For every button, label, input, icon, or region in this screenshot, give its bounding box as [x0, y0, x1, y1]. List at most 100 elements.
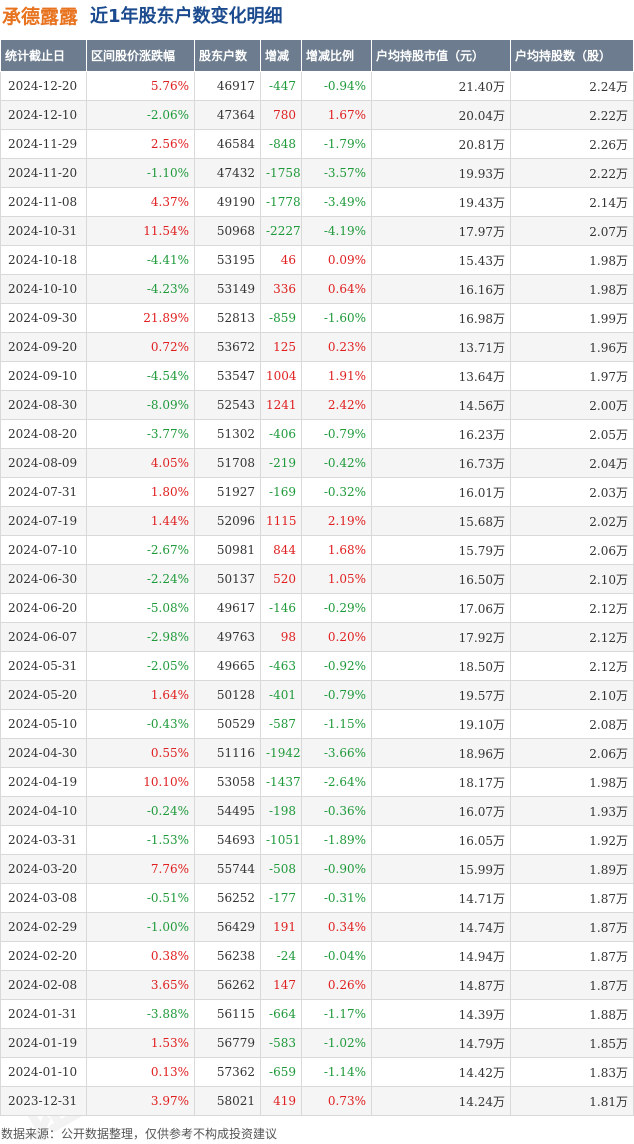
- cell-change-pct: -1.89%: [301, 825, 372, 855]
- cell-change: -859: [260, 303, 302, 333]
- cell-change-pct: -0.79%: [301, 419, 372, 449]
- cell-change: 191: [260, 912, 302, 942]
- cell-price-change: 0.55%: [86, 738, 195, 768]
- table-row: 2024-02-08 3.65% 56262 147 0.26% 14.87万 1.87万: [0, 970, 634, 1000]
- table-row: 2024-10-10 -4.23% 53149 336 0.64% 16.16万 1.98万: [0, 274, 634, 304]
- table-row: 2024-11-29 2.56% 46584 -848 -1.79% 20.81万 2.26…: [0, 129, 634, 159]
- cell-change-pct: 1.05%: [301, 564, 372, 594]
- cell-change: -169: [260, 477, 302, 507]
- cell-holders: 55744: [194, 854, 261, 884]
- cell-date: 2024-02-08: [0, 970, 87, 1000]
- cell-holders: 49763: [194, 622, 261, 652]
- cell-price-change: -2.06%: [86, 100, 195, 130]
- cell-avg-value: 14.87万: [371, 970, 511, 1000]
- cell-change: -1437: [260, 767, 302, 797]
- cell-change-pct: -1.60%: [301, 303, 372, 333]
- cell-price-change: -0.43%: [86, 709, 195, 739]
- cell-holders: 53672: [194, 332, 261, 362]
- cell-avg-shares: 1.96万: [510, 332, 634, 362]
- table-header-row: 统计截止日 区间股价涨跌幅 股东户数 增减 增减比例 户均持股市值（元） 户均持…: [0, 39, 634, 72]
- cell-holders: 54693: [194, 825, 261, 855]
- cell-change: -583: [260, 1028, 302, 1058]
- cell-avg-value: 20.04万: [371, 100, 511, 130]
- cell-date: 2024-10-10: [0, 274, 87, 304]
- cell-change-pct: -0.31%: [301, 883, 372, 913]
- cell-avg-shares: 2.12万: [510, 593, 634, 623]
- cell-price-change: -2.24%: [86, 564, 195, 594]
- cell-date: 2024-10-31: [0, 216, 87, 246]
- cell-change: 844: [260, 535, 302, 565]
- cell-date: 2024-05-10: [0, 709, 87, 739]
- table-row: 2024-01-19 1.53% 56779 -583 -1.02% 14.79万 1.85…: [0, 1028, 634, 1058]
- cell-date: 2024-01-10: [0, 1057, 87, 1087]
- cell-price-change: -0.51%: [86, 883, 195, 913]
- cell-date: 2024-03-31: [0, 825, 87, 855]
- cell-avg-shares: 2.06万: [510, 535, 634, 565]
- cell-holders: 51927: [194, 477, 261, 507]
- cell-avg-shares: 2.22万: [510, 100, 634, 130]
- cell-holders: 53195: [194, 245, 261, 275]
- cell-change-pct: -0.36%: [301, 796, 372, 826]
- cell-price-change: -5.08%: [86, 593, 195, 623]
- cell-holders: 49190: [194, 187, 261, 217]
- table-body: 2024-12-20 5.76% 46917 -447 -0.94% 21.40万 2.24…: [0, 71, 634, 1116]
- cell-change: -664: [260, 999, 302, 1029]
- cell-holders: 50968: [194, 216, 261, 246]
- cell-change: -198: [260, 796, 302, 826]
- cell-price-change: 21.89%: [86, 303, 195, 333]
- cell-holders: 51302: [194, 419, 261, 449]
- cell-avg-value: 15.43万: [371, 245, 511, 275]
- cell-avg-shares: 1.81万: [510, 1086, 634, 1116]
- cell-holders: 56252: [194, 883, 261, 913]
- cell-date: 2024-11-08: [0, 187, 87, 217]
- cell-avg-shares: 2.00万: [510, 390, 634, 420]
- cell-change-pct: -0.79%: [301, 680, 372, 710]
- table-row: 2024-09-10 -4.54% 53547 1004 1.91% 13.64万 1.97…: [0, 361, 634, 391]
- shareholder-table: 统计截止日 区间股价涨跌幅 股东户数 增减 增减比例 户均持股市值（元） 户均持…: [0, 39, 634, 1116]
- cell-date: 2024-04-19: [0, 767, 87, 797]
- cell-price-change: 5.76%: [86, 71, 195, 101]
- table-row: 2024-04-19 10.10% 53058 -1437 -2.64% 18.17万 1.…: [0, 767, 634, 797]
- cell-avg-value: 18.17万: [371, 767, 511, 797]
- table-row: 2024-10-18 -4.41% 53195 46 0.09% 15.43万 1.98万: [0, 245, 634, 275]
- cell-date: 2024-08-30: [0, 390, 87, 420]
- cell-price-change: -2.67%: [86, 535, 195, 565]
- cell-date: 2024-09-10: [0, 361, 87, 391]
- cell-change: 520: [260, 564, 302, 594]
- cell-change-pct: -0.90%: [301, 854, 372, 884]
- company-name: 承德露露: [2, 5, 79, 28]
- cell-change-pct: 0.20%: [301, 622, 372, 652]
- cell-holders: 49617: [194, 593, 261, 623]
- column-header-avg-value: 户均持股市值（元）: [371, 39, 511, 72]
- cell-change: 1241: [260, 390, 302, 420]
- cell-price-change: 4.05%: [86, 448, 195, 478]
- cell-date: 2024-01-19: [0, 1028, 87, 1058]
- cell-holders: 58021: [194, 1086, 261, 1116]
- cell-price-change: -3.88%: [86, 999, 195, 1029]
- cell-avg-shares: 2.02万: [510, 506, 634, 536]
- cell-avg-value: 16.01万: [371, 477, 511, 507]
- cell-change-pct: -1.14%: [301, 1057, 372, 1087]
- table-row: 2024-06-07 -2.98% 49763 98 0.20% 17.92万 2.12万: [0, 622, 634, 652]
- cell-avg-shares: 1.87万: [510, 941, 634, 971]
- cell-change: 780: [260, 100, 302, 130]
- cell-date: 2024-09-20: [0, 332, 87, 362]
- cell-avg-value: 20.81万: [371, 129, 511, 159]
- cell-holders: 53058: [194, 767, 261, 797]
- cell-holders: 49665: [194, 651, 261, 681]
- cell-date: 2023-12-31: [0, 1086, 87, 1116]
- cell-avg-shares: 1.83万: [510, 1057, 634, 1087]
- cell-avg-shares: 2.26万: [510, 129, 634, 159]
- table-row: 2024-02-20 0.38% 56238 -24 -0.04% 14.94万 1.87万: [0, 941, 634, 971]
- cell-change-pct: 1.67%: [301, 100, 372, 130]
- cell-change: -848: [260, 129, 302, 159]
- cell-price-change: -2.05%: [86, 651, 195, 681]
- cell-change-pct: 0.23%: [301, 332, 372, 362]
- cell-change-pct: -1.02%: [301, 1028, 372, 1058]
- cell-change: 98: [260, 622, 302, 652]
- cell-change: 147: [260, 970, 302, 1000]
- cell-change-pct: -0.32%: [301, 477, 372, 507]
- cell-date: 2024-08-09: [0, 448, 87, 478]
- cell-date: 2024-07-10: [0, 535, 87, 565]
- cell-avg-value: 14.74万: [371, 912, 511, 942]
